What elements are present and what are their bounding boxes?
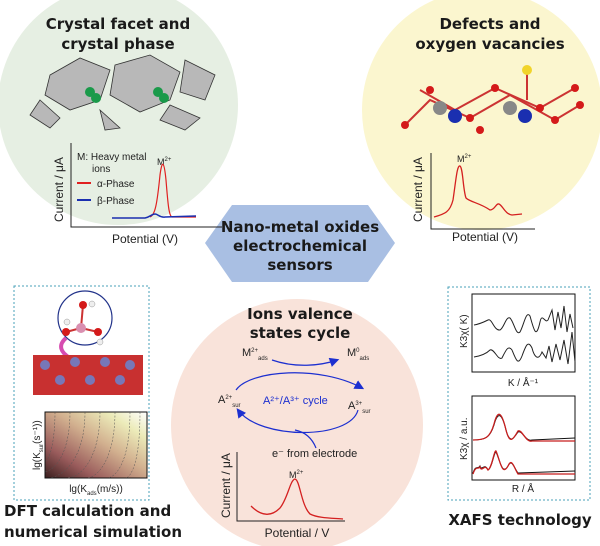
a-sur-left-label: A2+sur: [218, 394, 241, 409]
ions-title-line2: states cycle: [250, 324, 351, 342]
ions-curve: [250, 478, 344, 520]
dft-title-line2: numerical simulation: [4, 523, 182, 541]
ions-axes: [236, 452, 345, 522]
xafs-k-ylabel: K3χ( K): [459, 314, 470, 348]
ions-chart: Current / μA Potential / V M2+: [219, 452, 345, 540]
legend-alpha-label: α-Phase: [97, 179, 135, 190]
crystal-chart: Current / μA Potential (V) M: Heavy meta…: [52, 143, 222, 246]
crystal-xlabel: Potential (V): [112, 232, 178, 246]
ions-peak-label: M2+: [289, 470, 304, 480]
xafs-title: XAFS technology: [448, 511, 592, 529]
electrode-label: e⁻ from electrode: [272, 448, 357, 460]
cycle-upper-arrow: [235, 372, 365, 391]
defects-chart: Current / μA Potential (V) M2+: [411, 153, 535, 244]
defects-curve: [433, 165, 523, 218]
dft-adsorption-model-illustration: [33, 290, 143, 395]
crystal-structure-illustration: [29, 54, 216, 131]
crystal-axes: [70, 143, 222, 228]
ions-title-line1: Ions valence: [247, 305, 353, 323]
ions-ylabel: Current / μA: [219, 453, 233, 518]
dft-panel: [13, 285, 150, 501]
center-hexagon: [205, 205, 395, 282]
crystal-circle: [0, 0, 238, 225]
crystal-peak-label: M2+: [157, 157, 172, 167]
dft-xlabel: lg(Kads(m/s)): [69, 484, 123, 497]
crystal-title-line1: Crystal facet and: [46, 15, 190, 33]
xafs-r-xlabel: R / Å: [512, 482, 535, 495]
dft-title-line1: DFT calculation and: [4, 502, 171, 520]
crystal-note-line2: ions: [92, 164, 110, 175]
m-ads-left-label: M2+ads: [242, 347, 268, 362]
defects-title-line2: oxygen vacancies: [415, 35, 564, 53]
xafs-r-ylabel: K3χ / a.u.: [459, 418, 470, 461]
beta-phase-curve: [112, 213, 197, 219]
xafs-k-curve-upper: [473, 305, 574, 334]
cycle-label: A²⁺/A³⁺ cycle: [263, 395, 328, 407]
center-title-line3: sensors: [267, 256, 332, 274]
crystal-title-line2: crystal phase: [61, 35, 174, 53]
defects-circle: [362, 0, 600, 230]
xafs-k-curve-lower: [473, 331, 576, 365]
defects-ylabel: Current / μA: [411, 157, 425, 222]
xafs-panel: [447, 286, 591, 501]
dft-ylabel: lg(Ksur(s⁻¹)): [32, 420, 45, 470]
center-title-line1: Nano-metal oxides: [221, 218, 379, 236]
xafs-k-plot: [471, 293, 576, 373]
electrode-arrow: [294, 429, 317, 449]
dft-contour-lines: [44, 411, 141, 479]
m-ads-right-label: M0ads: [347, 347, 369, 362]
defects-axes: [430, 153, 535, 230]
crystal-note-line1: M: Heavy metal: [77, 152, 146, 163]
a-sur-right-label: A3+sur: [348, 400, 371, 415]
center-title-line2: electrochemical: [233, 237, 367, 255]
oxygen-vacancy-structure-illustration: [401, 65, 584, 134]
ions-xlabel: Potential / V: [265, 526, 330, 540]
xafs-r-curve-upper: [472, 413, 575, 442]
defects-title-line1: Defects and: [439, 15, 540, 33]
xafs-r-plot: [471, 395, 576, 481]
defects-peak-label: M2+: [457, 154, 472, 164]
xafs-k-xlabel: K / Å⁻¹: [508, 376, 539, 389]
legend-beta-label: β-Phase: [97, 196, 135, 207]
xafs-r-curve-lower: [472, 450, 575, 475]
alpha-phase-curve: [149, 163, 196, 218]
defects-xlabel: Potential (V): [452, 230, 518, 244]
adsorption-arrow: [271, 357, 340, 367]
crystal-ylabel: Current / μA: [52, 157, 66, 222]
ions-circle: [171, 299, 423, 546]
